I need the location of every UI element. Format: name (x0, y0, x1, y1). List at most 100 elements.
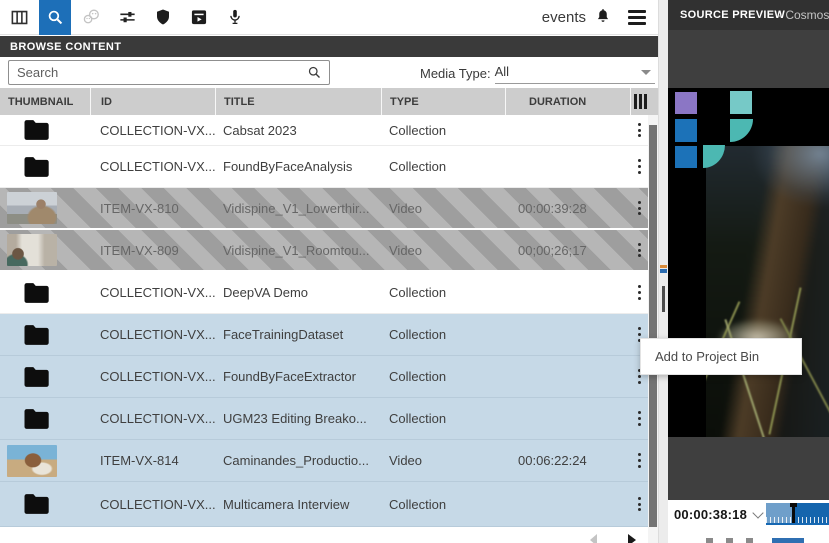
row-menu-button[interactable] (630, 199, 648, 216)
search-field-icon[interactable] (307, 65, 322, 80)
id-cell: COLLECTION-VX... (100, 369, 215, 384)
thumbnail-cell (0, 282, 90, 304)
thumbnail-cell (0, 444, 90, 477)
archive-play-icon[interactable] (183, 0, 215, 35)
row-menu-button[interactable] (630, 284, 648, 301)
resize-handle[interactable] (662, 286, 665, 312)
row-menu-button[interactable] (630, 368, 648, 385)
table-row[interactable]: COLLECTION-VX... FaceTrainingDataset Col… (0, 314, 648, 356)
column-header-title[interactable]: TITLE (215, 88, 381, 115)
clipped-glyph (772, 538, 804, 543)
kebab-menu-icon (637, 326, 641, 343)
kebab-menu-icon (637, 284, 641, 301)
duration-cell: 00:00:39:28 (518, 200, 587, 216)
playhead-marker[interactable] (790, 503, 798, 523)
table-row[interactable]: ITEM-VX-814 Caminandes_Productio... Vide… (0, 440, 648, 482)
id-cell: COLLECTION-VX... (100, 159, 215, 174)
timeline-scrubber[interactable] (766, 503, 829, 525)
folder-icon (22, 156, 49, 178)
shield-icon[interactable] (147, 0, 179, 35)
table-row[interactable]: COLLECTION-VX... DeepVA Demo Collection (0, 272, 648, 314)
table-row[interactable]: COLLECTION-VX... UGM23 Editing Breako...… (0, 398, 648, 440)
id-cell: COLLECTION-VX... (100, 496, 215, 512)
logo-block-teal-quarter (730, 119, 753, 142)
logo-block-teal-square (730, 91, 752, 114)
title-cell: Cabsat 2023 (223, 122, 297, 138)
sliders-icon[interactable] (111, 0, 143, 35)
next-page-icon[interactable] (628, 534, 636, 543)
table-row[interactable]: COLLECTION-VX... FoundByFaceExtractor Co… (0, 356, 648, 398)
timecode-chevron-down-icon[interactable] (752, 506, 764, 519)
row-menu-button[interactable] (630, 452, 648, 469)
table-scrollbar[interactable] (648, 115, 658, 543)
video-viewport[interactable] (668, 88, 829, 437)
pagination-bar (0, 527, 648, 543)
title-cell: Multicamera Interview (223, 496, 350, 512)
source-preview-title: SOURCE PREVIEW (680, 9, 786, 21)
row-menu-button[interactable] (630, 158, 648, 175)
type-cell: Collection (389, 159, 447, 174)
row-menu-button[interactable] (630, 326, 648, 343)
row-menu-button[interactable] (630, 410, 648, 427)
media-type-filter: Media Type: All (420, 61, 655, 84)
column-header-thumbnail[interactable]: THUMBNAIL (8, 95, 74, 108)
type-cell: Collection (389, 496, 447, 512)
search-box (8, 60, 330, 85)
collapse-panel-icon[interactable] (660, 265, 667, 273)
face-recognition-icon[interactable] (75, 0, 107, 35)
bell-icon[interactable] (586, 0, 620, 35)
folder-icon (22, 493, 49, 515)
microphone-icon[interactable] (219, 0, 251, 35)
thumbnail-cell (0, 408, 90, 430)
table-row[interactable]: COLLECTION-VX... FoundByFaceAnalysis Col… (0, 146, 648, 188)
columns-settings-icon[interactable] (630, 88, 649, 115)
thumbnail-cell (0, 493, 90, 515)
media-type-value: All (494, 64, 510, 79)
events-button[interactable]: events (541, 8, 586, 26)
kebab-menu-icon (637, 452, 641, 469)
filter-row: Media Type: All (0, 57, 658, 88)
id-cell: COLLECTION-VX... (100, 122, 215, 138)
title-cell: UGM23 Editing Breako... (223, 411, 367, 426)
search-icon[interactable] (39, 0, 71, 35)
table-row[interactable]: COLLECTION-VX... Multicamera Interview C… (0, 482, 648, 527)
filmstrip-icon[interactable] (3, 0, 35, 35)
title-cell: FoundByFaceAnalysis (223, 159, 353, 174)
row-menu-button[interactable] (630, 241, 648, 258)
panel-divider[interactable] (658, 0, 668, 543)
column-header-duration[interactable]: DURATION (505, 88, 630, 115)
row-menu-button[interactable] (630, 495, 648, 512)
kebab-menu-icon (637, 199, 641, 216)
source-preview-subtitle: - Cosmos (778, 8, 829, 22)
chevron-down-icon (641, 69, 651, 75)
scrollbar-thumb[interactable] (649, 125, 657, 527)
thumbnail-cell (0, 156, 90, 178)
folder-icon (22, 408, 49, 430)
scrubber-ticks (766, 517, 829, 523)
browse-content-title: BROWSE CONTENT (10, 40, 122, 53)
title-cell: Caminandes_Productio... (223, 453, 369, 468)
video-frame-art (706, 146, 829, 437)
hamburger-menu-icon[interactable] (620, 0, 654, 35)
column-header-type[interactable]: TYPE (381, 88, 505, 115)
id-cell: COLLECTION-VX... (100, 285, 215, 300)
type-cell: Collection (389, 122, 447, 138)
media-type-select[interactable]: All (494, 61, 655, 84)
media-type-label: Media Type: (420, 66, 491, 81)
table-row[interactable]: ITEM-VX-810 Vidispine_V1_Lowerthir... Vi… (0, 188, 648, 230)
column-header-id[interactable]: ID (90, 88, 215, 115)
thumbnail-cell (0, 192, 90, 224)
search-input[interactable] (9, 65, 307, 80)
clipped-glyph (726, 538, 733, 543)
table-header: THUMBNAIL ID TITLE TYPE DURATION (0, 88, 658, 115)
folder-icon (22, 324, 49, 346)
video-thumbnail (7, 192, 57, 224)
table-row[interactable]: ITEM-VX-809 Vidispine_V1_Roomtou... Vide… (0, 230, 648, 272)
row-menu-button[interactable] (630, 121, 648, 138)
table-body: COLLECTION-VX... Cabsat 2023 Collection … (0, 115, 648, 527)
logo-block-blue (675, 146, 697, 168)
add-to-project-bin-tooltip[interactable]: Add to Project Bin (640, 338, 802, 375)
table-row[interactable]: COLLECTION-VX... Cabsat 2023 Collection (0, 115, 648, 146)
clipped-glyph (746, 538, 753, 543)
previous-page-icon[interactable] (590, 534, 597, 543)
